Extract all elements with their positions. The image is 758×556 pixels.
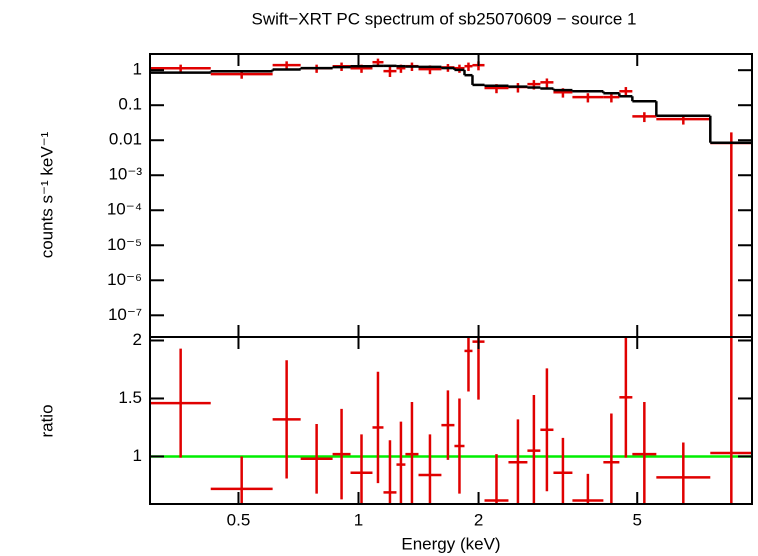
- x-tick-label: 1: [354, 510, 363, 529]
- x-tick-label: 5: [632, 510, 641, 529]
- y-tick-label: 1: [133, 446, 142, 465]
- axes: 1 0.1 0.01 10⁻³ 10⁻⁴ 10⁻⁵ 10⁻⁶ 10⁻⁷ 1 1.5 2 0.5 1 2 5: [107, 53, 753, 529]
- chart-title: Swift−XRT PC spectrum of sb25070609 − so…: [252, 9, 637, 28]
- y-tick-label: 10⁻⁴: [107, 200, 142, 219]
- y-tick-label: 10⁻³: [108, 165, 142, 184]
- x-axis-label: Energy (keV): [401, 534, 500, 553]
- y-tick-label: 10⁻⁷: [108, 305, 142, 324]
- plot-area: [150, 337, 752, 504]
- y-axis-label: counts s⁻¹ keV⁻¹: [37, 131, 56, 258]
- y-axis-label: ratio: [37, 404, 56, 437]
- plot-area: [150, 58, 752, 337]
- x-tick-label: 0.5: [227, 510, 251, 529]
- y-tick-label: 10⁻⁵: [107, 235, 142, 254]
- x-tick-label: 2: [474, 510, 483, 529]
- y-tick-label: 1.5: [118, 388, 142, 407]
- y-tick-label: 1: [133, 60, 142, 79]
- y-tick-label: 2: [133, 330, 142, 349]
- frame: [149, 53, 753, 505]
- y-tick-label: 0.1: [118, 95, 142, 114]
- y-tick-label: 0.01: [109, 130, 142, 149]
- y-tick-label: 10⁻⁶: [107, 270, 142, 289]
